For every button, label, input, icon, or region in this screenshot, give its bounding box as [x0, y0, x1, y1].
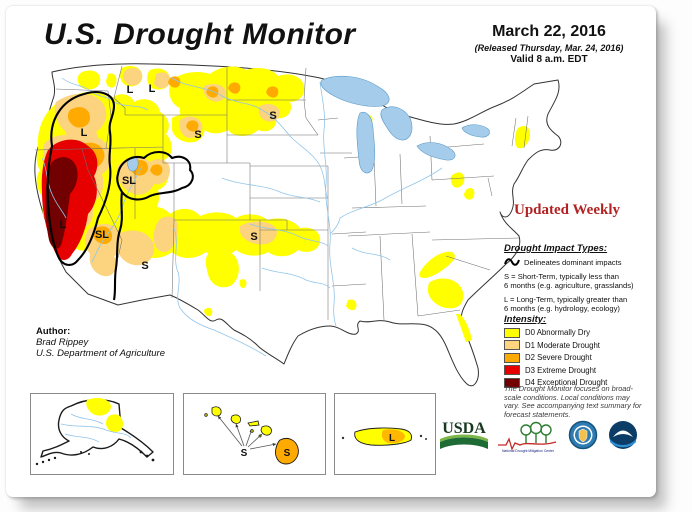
- d0-swatch: [504, 327, 520, 338]
- page-title: U.S. Drought Monitor: [44, 18, 356, 51]
- maui: [260, 425, 272, 436]
- us-map-svg: L L L S S SL L SL S S: [34, 63, 562, 387]
- legend-item-d1: D1 Moderate Drought: [504, 340, 656, 351]
- kauai: [211, 406, 222, 417]
- oahu: [230, 414, 241, 424]
- puerto-rico-map-svg: L: [341, 427, 427, 446]
- hawaii-islands: [204, 406, 272, 438]
- island-dot-east1: [419, 434, 423, 438]
- legend-item-d0: D0 Abnormally Dry: [504, 327, 656, 338]
- puerto-rico-d2-area: [381, 429, 405, 444]
- alaska-d0-area: [86, 398, 111, 416]
- intensity-heading: Intensity:: [504, 314, 547, 325]
- map-label-nevada-utah: SL: [122, 175, 136, 187]
- short-term-note: S = Short-Term, typically less than 6 mo…: [504, 272, 634, 290]
- lake-erie: [416, 142, 456, 161]
- map-label-south-dakota: S: [269, 110, 276, 122]
- d3-swatch: [504, 365, 520, 376]
- impact-outline-utah-SL: [116, 150, 194, 201]
- usda-logo: USDA: [438, 417, 490, 457]
- map-label-mt-east: L: [149, 83, 156, 95]
- alaska-rivers: [60, 413, 132, 443]
- map-label-oregon: L: [81, 127, 88, 139]
- legend-item-d2: D2 Severe Drought: [504, 352, 656, 363]
- commerce-seal-logo: [568, 420, 598, 450]
- release-date: (Released Thursday, Mar. 24, 2016): [474, 43, 624, 53]
- aleutian-islands: [35, 450, 155, 466]
- noaa-logo: [607, 420, 639, 450]
- valid-time: Valid 8 a.m. EDT: [510, 54, 588, 65]
- map-impact-labels: L L L S S SL L SL S S: [60, 83, 277, 272]
- usda-logo-text: USDA: [442, 420, 486, 437]
- ndmc-logo: National Drought Mitigation Center: [496, 421, 560, 456]
- legend-item-d3: D3 Extreme Drought: [504, 365, 656, 376]
- hawaii-source-label: S: [241, 448, 248, 459]
- lake-michigan: [356, 111, 376, 174]
- hawaii-inset: S S: [183, 393, 326, 475]
- legend-item-d4: D4 Exceptional Drought: [504, 377, 656, 388]
- impact-types-legend: Drought Impact Types: Delineates dominan…: [504, 243, 656, 313]
- d4-area-california: [45, 157, 78, 249]
- alaska-outline: [40, 399, 154, 458]
- impact-outline-arizona-tail: [112, 191, 124, 301]
- big-island: [275, 437, 299, 465]
- squiggle-line-icon: [504, 258, 520, 266]
- molokai: [247, 420, 260, 427]
- ndmc-ekg-line: [498, 437, 557, 451]
- drought-monitor-page: U.S. Drought Monitor March 22, 2016 (Rel…: [6, 6, 656, 497]
- niihau: [204, 413, 208, 417]
- map-label-arizona: SL: [95, 229, 109, 241]
- great-lakes: [127, 75, 490, 174]
- lake-superior: [320, 75, 390, 107]
- alaska-map-svg: [35, 398, 155, 466]
- island-dot-west: [341, 436, 345, 440]
- impact-outlines: [46, 91, 194, 301]
- hawaii-map-svg: S S: [204, 406, 299, 465]
- noaa-bird: [613, 430, 633, 437]
- rivers: [41, 77, 443, 357]
- intensity-legend: Intensity: D0 Abnormally Dry D1 Moderate…: [504, 314, 656, 388]
- lake-huron: [380, 106, 413, 141]
- ndmc-trees: [520, 421, 552, 443]
- d2-swatch: [504, 352, 520, 363]
- map-date: March 22, 2016: [492, 23, 606, 40]
- ndmc-caption: National Drought Mitigation Center: [502, 449, 555, 453]
- d1-swatch: [504, 340, 520, 351]
- delineates-note: Delineates dominant impacts: [524, 257, 622, 267]
- impact-legend-heading: Drought Impact Types:: [504, 243, 608, 254]
- commerce-shield: [578, 428, 588, 443]
- conus-drought-map: L L L S S SL L SL S S: [22, 58, 562, 398]
- island-dot-east2: [425, 438, 427, 440]
- hawaii-island-label: S: [284, 448, 291, 459]
- long-term-note: L = Long-Term, typically greater than 6 …: [504, 295, 628, 313]
- puerto-rico-label: L: [389, 433, 395, 444]
- author-name: Brad Rippey: [36, 337, 89, 348]
- disclaimer-note: The Drought Monitor focuses on broad- sc…: [504, 384, 642, 419]
- lake-ontario: [461, 124, 490, 138]
- map-label-colorado-kansas: S: [250, 231, 257, 243]
- state-boundaries: [34, 65, 529, 321]
- d4-swatch: [504, 377, 520, 388]
- impact-outline-west-L: [46, 91, 116, 266]
- puerto-rico-inset: L: [334, 393, 436, 475]
- date-block: March 22, 2016 (Released Thursday, Mar. …: [442, 23, 656, 65]
- alaska-inset: [30, 393, 174, 475]
- author-block: Author: Brad Rippey U.S. Department of A…: [36, 326, 166, 359]
- map-label-idaho-wyoming: S: [194, 129, 201, 141]
- alaska-d0-area-2: [106, 414, 123, 432]
- author-org: U.S. Department of Agriculture: [36, 348, 166, 359]
- updated-weekly-note: Updated Weekly: [514, 202, 620, 218]
- kahoolawe: [258, 434, 262, 438]
- map-label-arizona-nm: S: [141, 260, 148, 272]
- lanai: [250, 429, 254, 433]
- map-label-california: L: [60, 219, 67, 231]
- map-label-mt-west: L: [127, 84, 134, 96]
